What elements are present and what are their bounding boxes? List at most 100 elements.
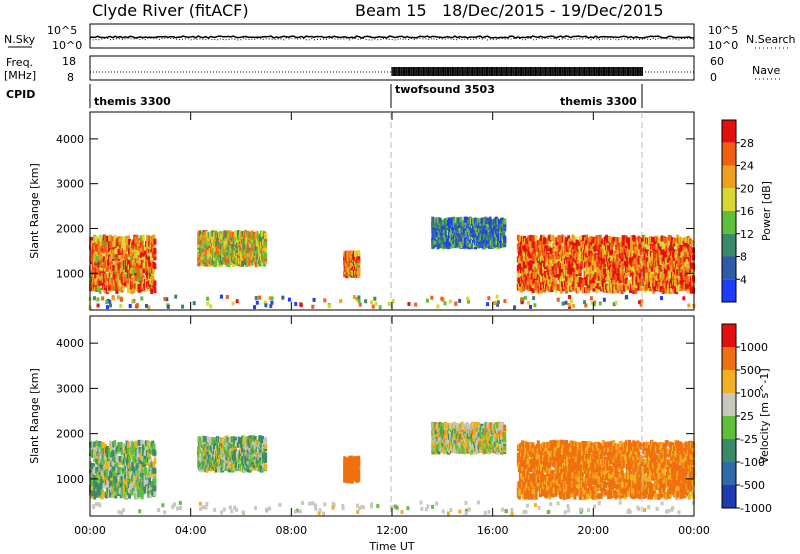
scatter-cell [593,249,597,256]
scatter-cell [118,252,122,259]
scatter-cell [527,275,531,282]
scatter-cell [590,283,594,290]
scatter-cell [592,277,596,284]
scatter-cell [683,256,687,263]
scatter-cell [115,456,119,463]
scatter-cell [691,287,695,294]
scatter-cell [130,288,134,295]
scatter-cell [551,253,555,260]
nsky-tick-top: 10^5 [47,24,77,37]
scatter-cell [457,217,461,224]
scatter-cell [550,248,554,255]
scatter-cell [486,302,490,307]
scatter-cell [153,467,157,474]
scatter-cell [208,439,212,446]
scatter-cell [672,271,676,278]
scatter-cell [118,467,122,474]
scatter-cell [530,260,534,267]
scatter-cell [559,275,563,282]
scatter-cell [559,287,563,294]
scatter-cell [565,275,569,282]
scatter-cell [112,465,116,472]
scatter-cell [592,302,596,307]
scatter-cell [659,240,663,247]
scatter-cell [228,436,232,443]
scatter-cell [165,297,169,302]
scatter-cell [523,295,527,300]
scatter-cell [113,271,117,278]
scatter-cell [221,458,225,465]
scatter-cell [679,237,683,244]
colorbar-swatch [722,279,736,302]
scatter-cell [645,256,649,263]
scatter-cell [153,449,157,456]
scatter-cell [101,252,105,259]
scatter-cell [223,435,227,442]
scatter-cell [532,240,536,247]
scatter-cell [477,218,481,225]
scatter-cell [686,278,690,285]
scatter-cell [549,257,553,264]
scatter-cell [90,264,94,271]
scatter-cell [142,446,146,453]
scatter-cell [612,270,616,277]
colorbar-tick-label: 28 [740,137,754,150]
nsearch-label: N.Search [746,33,796,46]
scatter-cell [496,300,500,305]
scatter-cell [572,303,576,308]
scatter-cell [121,468,125,475]
scatter-cell [147,254,151,261]
colorbar-tick-label: 12 [740,228,754,241]
scatter-cell [197,251,201,258]
scatter-cell [263,448,267,455]
scatter-cell [269,304,273,309]
scatter-cell [616,275,620,282]
scatter-cell [678,259,682,266]
scatter-cell [688,245,692,252]
scatter-cell [121,248,125,255]
scatter-cell [651,260,655,267]
scatter-cell [568,260,572,267]
scatter-cell [91,484,95,491]
scatter-cell [150,288,154,295]
nsky-tick-bottom: 10^0 [52,39,82,52]
scatter-cell [533,246,537,253]
scatter-cell [624,271,628,278]
scatter-cell [205,230,209,237]
scatter-cell [561,301,565,306]
scatter-cell [572,266,576,273]
scatter-cell [467,299,471,304]
y-tick-label: 1000 [56,267,84,280]
scatter-cell [570,274,574,281]
scatter-cell [241,260,245,267]
scatter-cell [244,444,248,451]
scatter-cell [622,262,626,269]
scatter-cell [554,286,558,293]
scatter-cell [110,271,114,278]
scatter-cell [612,263,616,270]
scatter-cell [650,271,654,278]
scatter-cell [105,449,109,456]
scatter-cell [522,239,526,246]
scatter-cell [690,240,694,247]
scatter-cell [109,482,113,489]
scatter-cell [149,458,153,465]
scatter-cell [97,272,101,279]
scatter-cell [674,252,678,259]
scatter-cell [198,436,202,443]
scatter-cell [110,474,114,481]
scatter-cell [131,489,135,496]
scatter-cell [661,249,665,256]
scatter-cell [487,296,491,301]
scatter-cell [657,280,661,287]
radar-title: Clyde River (fitACF) [92,1,249,20]
scatter-cell [264,442,268,449]
scatter-cell [578,260,582,267]
scatter-cell [153,287,157,294]
scatter-cell [97,268,101,275]
scatter-cell [132,287,136,294]
scatter-cell [597,274,601,281]
scatter-cell [571,239,575,246]
scatter-cell [217,466,221,473]
scatter-cell [246,230,250,237]
